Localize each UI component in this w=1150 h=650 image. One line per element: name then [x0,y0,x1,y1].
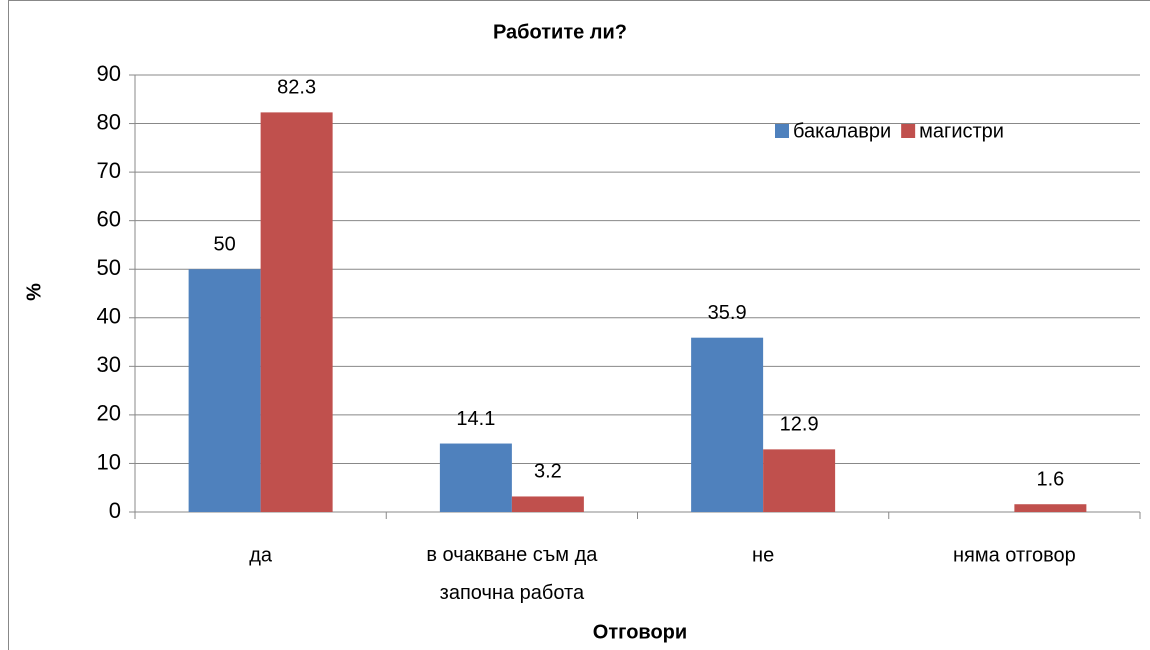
y-tick-label: 40 [97,304,121,329]
bar [511,496,584,512]
x-tick-label: да [249,544,273,566]
data-label: 14.1 [456,408,495,430]
y-tick-label: 10 [97,449,121,474]
chart-title: Работите ли? [493,21,627,43]
bar [763,449,836,512]
legend-label: бакалаври [793,120,891,142]
bar [260,112,333,512]
y-tick-label: 0 [109,498,121,523]
x-tick-label: в очакване съм да започна работа [426,544,598,604]
data-label: 3.2 [534,461,562,483]
x-axis-title: Отговори [593,621,687,643]
data-label: 50 [214,234,236,256]
x-tick-label: няма отговор [953,544,1076,566]
x-tick-label-line: в очакване съм да [426,544,598,566]
bar [188,269,261,512]
y-axis-title: % [23,283,45,301]
y-tick-label: 80 [97,109,121,134]
legend-swatch [775,124,789,138]
bar [691,337,764,512]
x-tick-label: не [752,544,774,566]
bar [439,443,512,512]
data-label: 35.9 [708,302,747,324]
legend-label: магистри [919,120,1004,142]
y-tick-label: 30 [97,352,121,377]
y-tick-label: 70 [97,158,121,183]
y-tick-label: 60 [97,206,121,231]
bar [1014,504,1087,512]
data-label: 82.3 [277,77,316,99]
data-label: 1.6 [1036,469,1064,491]
y-tick-label: 20 [97,401,121,426]
x-tick-label-line: започна работа [440,582,585,604]
y-tick-label: 90 [97,61,121,86]
data-label: 12.9 [780,414,819,436]
legend-swatch [901,124,916,138]
chart-border [8,0,1150,650]
y-tick-label: 50 [97,255,121,280]
